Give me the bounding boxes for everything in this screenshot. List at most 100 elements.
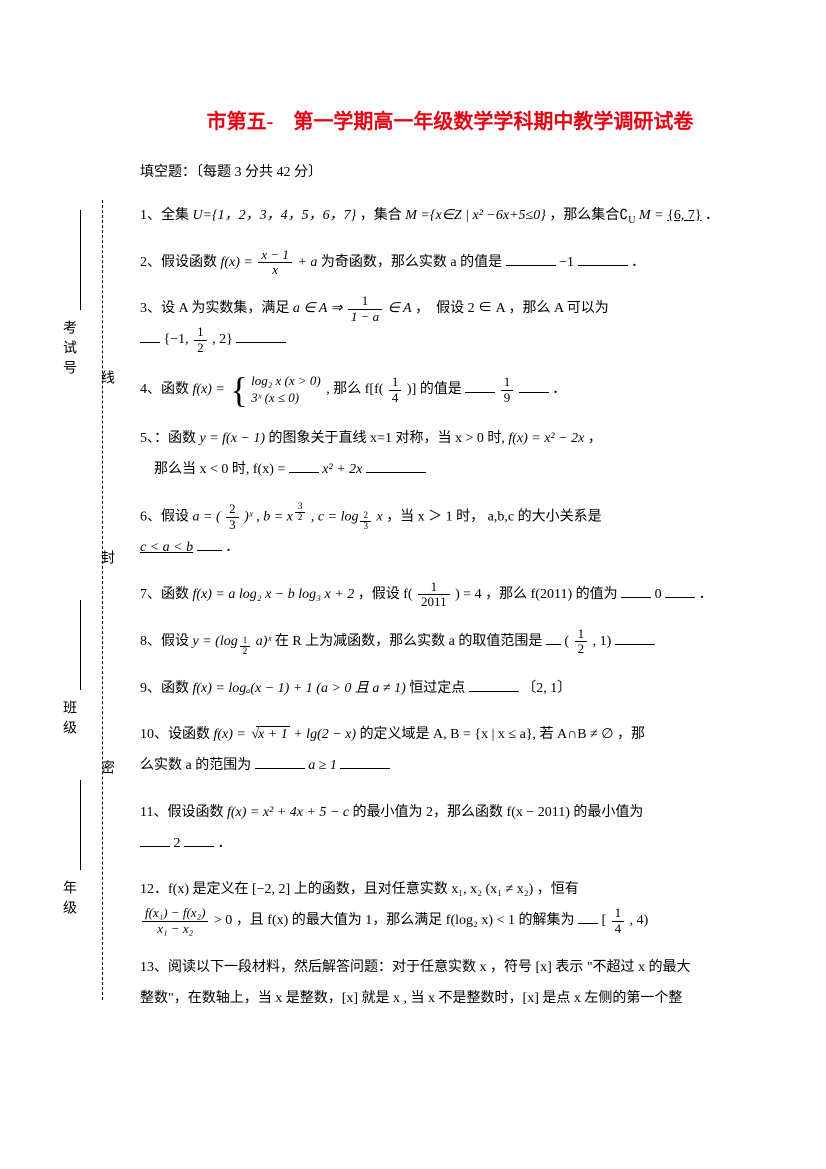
q9-mid: 恒过定点 [409,681,469,696]
q2-fraction: x − 1 x [258,248,292,278]
q10-answer: a ≥ 1 [308,758,337,773]
margin-label-exam-no: 考试号 [58,320,78,380]
q5-blank-before [289,459,319,473]
q7-answer: 0 [655,587,662,602]
q4-mid: , 那么 f[f( [326,382,383,397]
q2-frac-den: x [258,263,292,277]
q8-blank-after [615,631,655,645]
question-3: 3、设 A 为实数集，满足 a ∈ A ⇒ 1 1 − a ∈ A ， 假设 2… [140,294,760,356]
q12-ans-frac-num: 1 [612,906,625,921]
q7-prefix: 7、函数 [140,587,193,602]
q10-line2: 么实数 a 的范围为 [140,758,255,773]
q8-blank-before [546,631,561,645]
question-12: 12．f(x) 是定义在 [−2, 2] 上的函数，且对任意实数 x₁, x₂ … [140,875,760,937]
q11-mid: 的最小值为 2，那么函数 f(x − 2011) 的最小值为 [353,805,644,820]
q7-mid: ，假设 f( [358,587,413,602]
q4-piecewise: { log₂ x (x > 0) 3ˣ (x ≤ 0) [230,372,320,408]
q12-fraction: f(x₁) − f(x₂) x₁ − x₂ [142,906,208,936]
q11-func: f(x) = x² + 4x + 5 − c [227,805,349,820]
q6-b-def: , b = x [256,509,293,524]
q4-blank-before [465,379,495,393]
question-7: 7、函数 f(x) = a log₂ x − b log₃ x + 2 ，假设 … [140,580,760,611]
q5-mid: 的图象关于直线 x=1 对称，当 x > 0 时, [269,431,509,446]
q3-frac-num: 1 [348,294,382,309]
q8-mid: 在 R 上为减函数，那么实数 a 的取值范围是 [275,634,546,649]
q1-set-u: U={1，2，3，4，5，6，7} [193,208,357,223]
q6-prefix: 6、假设 [140,509,193,524]
q6-a-fraction: 2 3 [226,502,239,532]
q3-ans-frac-num: 1 [194,325,207,340]
margin-label-class: 班级 [58,700,78,740]
q6-period: ． [225,540,239,555]
q2-prefix: 2、假设函数 [140,255,221,270]
question-2: 2、假设函数 f(x) = x − 1 x + a 为奇函数，那么实数 a 的值… [140,248,760,279]
q12-ans-close: , 4) [630,913,649,928]
q2-blank-before [506,252,556,266]
subtitle: 填空题：〔每题 3 分共 42 分〕 [140,158,760,189]
q5-blank-after [366,459,426,473]
q5-answer: x² + 2x [322,462,362,477]
question-13: 13、阅读以下一段材料，然后解答问题：对于任意实数 x ，符号 [x] 表示 "… [140,953,760,1015]
q8-prefix: 8、假设 [140,634,193,649]
q4-answer-fraction: 1 9 [501,375,514,405]
q8-ans-frac-den: 2 [575,642,588,656]
q7-frac-num: 1 [418,580,450,595]
q2-plus: + a [297,255,317,270]
question-6: 6、假设 a = ( 2 3 )ˣ , b = x32 , c = log23 … [140,502,760,564]
q6-a-def: a = ( [193,509,221,524]
q5-when-pos: f(x) = x² − 2x [508,431,584,446]
q8-ans-frac-num: 1 [575,627,588,642]
q6-a-exp: )ˣ [244,509,253,524]
q5-line2-prefix: 那么当 x < 0 时, f(x) = [154,462,289,477]
q12-prefix: 12．f(x) 是定义在 [−2, 2] 上的函数，且对任意实数 x₁, x₂ … [140,882,579,897]
q7-func: f(x) = a log₂ x − b log₃ x + 2 [193,587,355,602]
q4-cases: log₂ x (x > 0) 3ˣ (x ≤ 0) [251,373,321,407]
q13-line2: 整数"，在数轴上，当 x 是整数，[x] 就是 x , 当 x 不是整数时，[x… [140,991,682,1006]
page-title: 市第五- 第一学期高一年级数学学科期中教学调研试卷 [140,100,760,144]
q4-prefix: 4、函数 [140,382,193,397]
q3-fraction: 1 1 − a [348,294,382,324]
q9-prefix: 9、函数 [140,681,193,696]
q10-mid: 的定义域是 A, B = {x | x ≤ a}, 若 A∩B ≠ ∅ ，那 [360,727,645,742]
q3-frac-den: 1 − a [348,310,382,324]
q1-sub-u: U [628,215,635,226]
question-9: 9、函数 f(x) = logₐ(x − 1) + 1 (a > 0 且 a ≠… [140,674,760,705]
q5-prefix: 5、：函数 [140,431,200,446]
q1-period: ． [705,208,719,223]
q9-answer: 〔2, 1〕 [522,681,571,696]
q11-answer: 2 [174,836,181,851]
q5-func: y = f(x − 1) [200,431,266,446]
content-area: 市第五- 第一学期高一年级数学学科期中教学调研试卷 填空题：〔每题 3 分共 4… [140,100,760,1031]
margin-line-exam-no [80,210,81,310]
q1-prefix: 1、全集 [140,208,193,223]
q2-answer: −1 [559,255,574,270]
q2-func: f(x) = [221,255,257,270]
q12-gt: > 0 [214,913,232,928]
q4-ans-frac-num: 1 [501,375,514,390]
q4-inner-frac-num: 1 [389,375,402,390]
q9-blank-before [469,678,519,692]
question-10: 10、设函数 f(x) = x + 1 + lg(2 − x) 的定义域是 A,… [140,720,760,782]
q3-cond: a ∈ A ⇒ [293,301,346,316]
q10-plus: + lg(2 − x) [293,727,356,742]
q1-var-m: M = [639,208,667,223]
q4-ans-frac-den: 9 [501,391,514,405]
q2-mid: 为奇函数，那么实数 a 的值是 [321,255,506,270]
q10-func-a: f(x) = [214,727,250,742]
seal-label-xian: 线 [96,370,116,384]
q3-mid: ， 假设 2 ∈ A ，那么 A 可以为 [415,301,609,316]
q10-prefix: 10、设函数 [140,727,214,742]
q7-blank-before [621,584,651,598]
q11-blank-after [184,833,214,847]
q8-arg: a)ˣ [256,634,272,649]
question-11: 11、假设函数 f(x) = x² + 4x + 5 − c 的最小值为 2，那… [140,798,760,860]
q6-blank-after [197,537,222,551]
q9-func: f(x) = logₐ(x − 1) + 1 (a > 0 且 a ≠ 1) [193,681,406,696]
question-5: 5、：函数 y = f(x − 1) 的图象关于直线 x=1 对称，当 x > … [140,424,760,486]
seal-label-feng: 封 [96,550,116,564]
q7-blank-after [665,584,695,598]
q3-blank-before [140,329,160,343]
q2-blank-after [578,252,628,266]
q12-ans-fraction: 1 4 [612,906,625,936]
q8-func: y = (log [193,634,238,649]
